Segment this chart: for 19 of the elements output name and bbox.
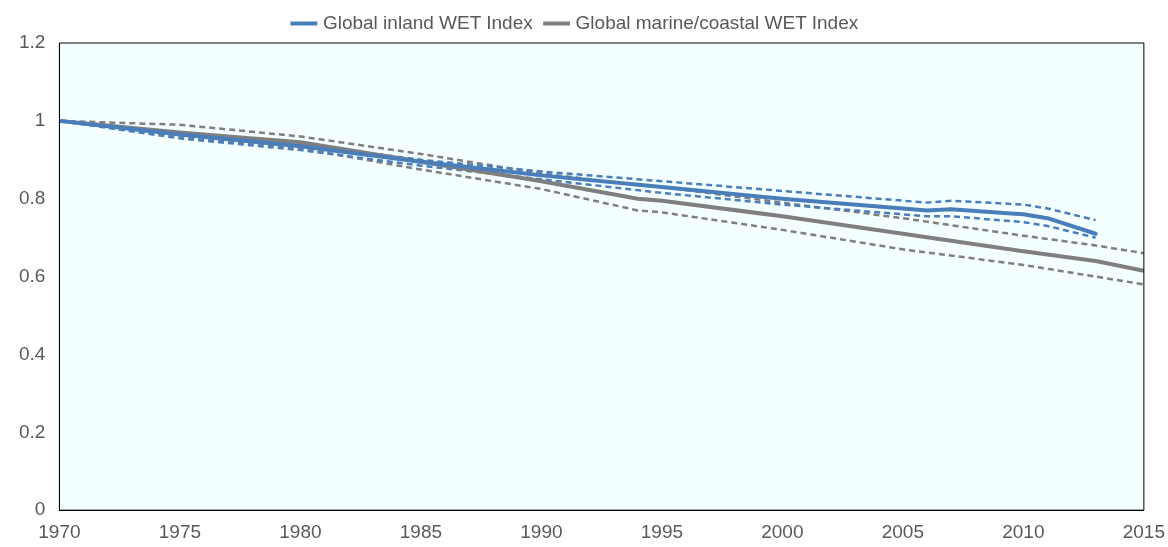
x-tick-label: 1970 [38,520,81,542]
x-tick-label: 1985 [399,520,443,542]
y-tick-label: 0 [34,498,46,520]
y-tick-label: 0.8 [18,186,46,208]
x-tick-label: 2010 [1002,520,1045,542]
y-tick-label: 1 [34,109,46,131]
legend-label: Global marine/coastal WET Index [575,11,859,33]
y-tick-label: 1.2 [18,31,46,53]
legend-label: Global inland WET Index [322,11,534,33]
x-tick-label: 1975 [158,520,202,542]
y-tick-label: 0.6 [18,264,46,286]
x-tick-label: 2005 [881,520,925,542]
x-tick-label: 1995 [640,520,684,542]
x-tick-label: 1990 [520,520,563,542]
y-tick-label: 0.2 [18,420,46,442]
x-tick-label: 2015 [1122,520,1166,542]
x-tick-label: 1980 [279,520,322,542]
y-tick-label: 0.4 [18,342,46,364]
x-tick-label: 2000 [761,520,804,542]
